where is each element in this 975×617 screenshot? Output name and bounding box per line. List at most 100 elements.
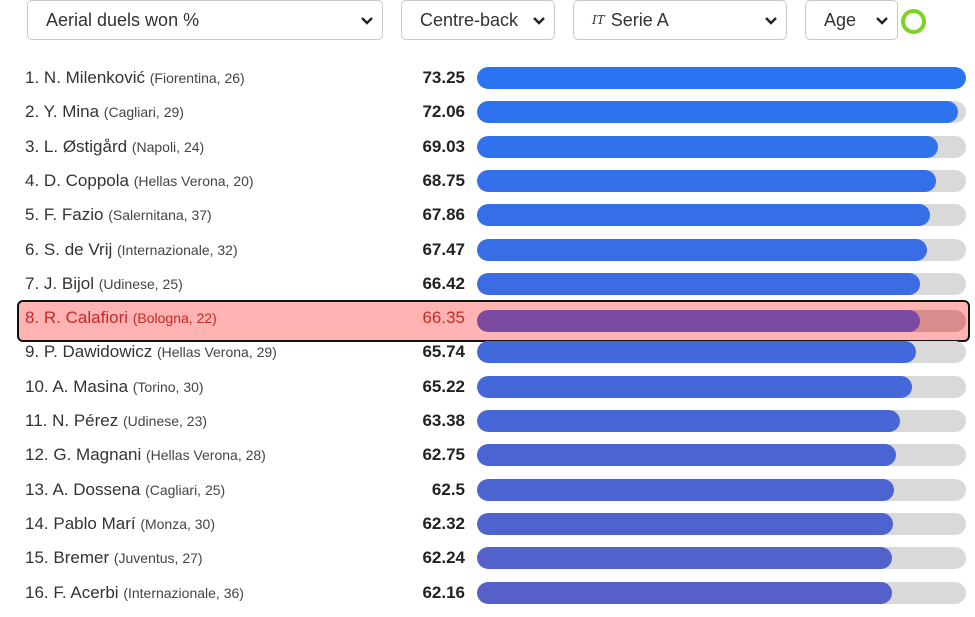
player-row[interactable]: 6. S. de Vrij (Internazionale, 32) 67.47 [0,233,975,267]
player-value: 67.47 [422,239,465,259]
player-club-age: (Torino, 30) [132,378,204,395]
player-name: 16. F. Acerbi (Internazionale, 36) [25,583,244,603]
player-name: 7. J. Bijol (Udinese, 25) [25,274,183,294]
value-bar-track [477,478,966,501]
player-row[interactable]: 14. Pablo Marí (Monza, 30) 62.32 [0,507,975,541]
player-name: 11. N. Pérez (Udinese, 23) [25,411,207,431]
sort-select[interactable]: Age [805,0,898,40]
player-rank: 12. [25,445,49,465]
player-rank: 10. [25,376,49,396]
player-row[interactable]: 7. J. Bijol (Udinese, 25) 66.42 [0,267,975,301]
player-rank: 11. [25,411,48,430]
player-club-age: (Cagliari, 29) [103,104,184,121]
player-value: 62.5 [431,479,465,499]
value-bar [477,444,896,467]
player-value: 72.06 [422,102,465,122]
player-name-text: Pablo Marí [53,513,136,533]
player-name-text: F. Fazio [43,205,104,225]
player-value: 66.35 [422,308,465,328]
player-row-highlighted[interactable]: 8. R. Calafiori (Bologna, 22) 66.35 [0,300,975,343]
player-row[interactable]: 13. A. Dossena (Cagliari, 25) 62.5 [0,473,975,507]
player-value: 66.42 [422,273,465,293]
value-bar-track [477,135,966,158]
value-bar-track [477,512,966,535]
player-club-age: (Internazionale, 32) [117,241,238,258]
player-value: 62.24 [422,548,465,568]
player-rank: 9. [25,342,40,362]
player-value: 63.38 [422,411,465,430]
value-bar [477,581,892,604]
player-row[interactable]: 5. F. Fazio (Salernitana, 37) 67.86 [0,198,975,232]
player-name-text: Y. Mina [43,102,100,122]
player-row[interactable]: 9. P. Dawidowicz (Hellas Verona, 29) 65.7… [0,335,975,369]
value-bar-track [477,169,966,192]
value-bar-track [477,204,966,227]
value-bar [477,101,958,124]
player-value: 62.32 [422,513,465,533]
player-club-age: (Cagliari, 25) [145,481,226,498]
player-value: 62.16 [422,582,465,602]
player-name-text: F. Acerbi [53,582,119,602]
player-name-text: G. Magnani [53,445,142,465]
value-bar [477,135,938,158]
value-bar-track [477,444,966,467]
player-rank: 6. [25,239,40,259]
player-value: 65.74 [422,342,465,362]
player-row[interactable]: 2. Y. Mina (Cagliari, 29) 72.06 [0,95,975,129]
player-club-age: (Internazionale, 36) [123,584,244,601]
player-name: 3. L. Østigård (Napoli, 24) [25,137,204,157]
player-name-text: A. Masina [52,376,129,396]
player-rank: 5. [25,205,40,225]
player-rank: 4. [25,170,40,190]
player-name: 8. R. Calafiori (Bologna, 22) [25,308,217,328]
player-row[interactable]: 4. D. Coppola (Hellas Verona, 20) 68.75 [0,164,975,198]
player-name: 1. N. Milenković (Fiorentina, 26) [25,68,245,88]
player-name-text: P. Dawidowicz [43,342,153,362]
value-bar-track [477,272,966,295]
player-name: 13. A. Dossena (Cagliari, 25) [25,480,225,500]
player-row[interactable]: 15. Bremer (Juventus, 27) 62.24 [0,541,975,575]
value-bar-track [477,238,966,261]
status-ring-icon [901,9,926,34]
metric-select-label: Aerial duels won % [46,9,200,30]
value-bar [477,410,900,432]
value-bar [477,67,966,89]
position-select[interactable]: Centre-back [401,0,555,40]
player-rank: 16. [25,582,49,602]
league-select[interactable]: IT Serie A [573,0,787,40]
player-value: 62.75 [422,445,465,465]
player-name-text: A. Dossena [52,479,141,499]
value-bar-track [477,101,966,124]
player-name: 6. S. de Vrij (Internazionale, 32) [25,240,238,260]
player-club-age: (Hellas Verona, 29) [157,344,277,361]
league-flag-icon: IT [592,13,605,27]
value-bar [477,310,920,333]
value-bar [477,547,892,570]
player-rank: 8. [25,308,40,328]
value-bar [477,169,936,192]
player-row[interactable]: 1. N. Milenković (Fiorentina, 26) 73.25 [0,61,975,95]
player-row[interactable]: 10. A. Masina (Torino, 30) 65.22 [0,370,975,404]
player-row[interactable]: 3. L. Østigård (Napoli, 24) 69.03 [0,130,975,164]
player-name-text: L. Østigård [43,136,128,156]
value-bar-track [477,581,966,604]
player-club-age: (Monza, 30) [140,515,216,532]
player-row[interactable]: 12. G. Magnani (Hellas Verona, 28) 62.75 [0,438,975,472]
player-name-text: R. Calafiori [43,308,129,328]
player-row[interactable]: 11. N. Pérez (Udinese, 23) 63.38 [0,404,975,438]
chevron-down-icon [876,17,888,25]
player-name: 5. F. Fazio (Salernitana, 37) [25,205,212,225]
player-row[interactable]: 16. F. Acerbi (Internazionale, 36) 62.16 [0,576,975,610]
player-club-age: (Udinese, 25) [98,275,183,292]
player-name: 4. D. Coppola (Hellas Verona, 20) [25,171,254,191]
player-name-text: S. de Vrij [43,239,113,259]
value-bar-track [477,410,966,432]
player-club-age: (Bologna, 22) [132,310,217,327]
metric-select[interactable]: Aerial duels won % [27,0,383,40]
value-bar [477,512,893,535]
player-club-age: (Salernitana, 37) [108,207,212,224]
player-club-age: (Fiorentina, 26) [149,70,245,86]
player-value: 73.25 [422,68,465,87]
player-name: 14. Pablo Marí (Monza, 30) [25,514,215,534]
player-name-text: J. Bijol [43,273,94,293]
